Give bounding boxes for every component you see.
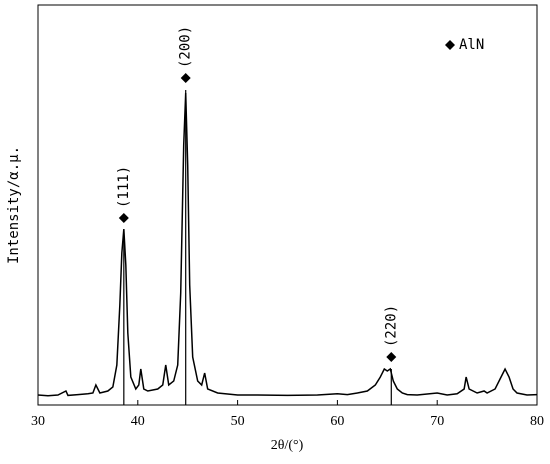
x-tick-label: 60 — [330, 414, 344, 429]
x-tick-label: 50 — [231, 414, 245, 429]
legend-marker — [445, 40, 455, 50]
data-line — [37, 92, 538, 397]
peak-label: (220) — [383, 305, 399, 347]
legend-label: AlN — [459, 37, 484, 53]
x-tick-label: 70 — [430, 414, 444, 429]
x-tick-label: 80 — [530, 414, 544, 429]
x-tick-label: 30 — [31, 414, 45, 429]
peak-marker — [180, 73, 191, 83]
x-axis-label: 2θ/(°) — [271, 438, 304, 453]
peak-label: (200) — [178, 26, 194, 68]
plot-frame — [37, 4, 538, 406]
x-tick-label: 40 — [131, 414, 145, 429]
y-axis-label: Intensity/α.μ. — [6, 146, 22, 264]
peak-marker — [386, 352, 397, 362]
peak-label: (111) — [116, 166, 132, 208]
peak-marker — [118, 213, 129, 223]
